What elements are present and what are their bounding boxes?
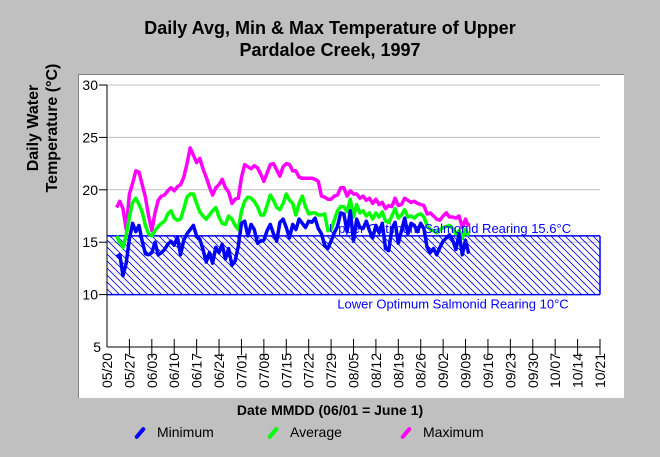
- axes: 5 10 15 20 25 30 05/20 05/27 06/03 06/10 06/17 06/2…: [82, 77, 608, 388]
- lower-optimum-label: Lower Optimum Salmonid Rearing 10°C: [337, 297, 568, 312]
- chart-title-line-1: Daily Avg, Min & Max Temperature of Uppe…: [144, 18, 516, 38]
- y-tick-label-5: 5: [93, 339, 101, 355]
- legend-swatch-maximum: [399, 426, 413, 440]
- x-tick-label-14: 08/26: [413, 353, 429, 388]
- x-tick-label-19: 09/30: [525, 353, 541, 388]
- y-tick-label-20: 20: [82, 182, 98, 198]
- x-tick-label-9: 07/22: [301, 353, 317, 388]
- chart-title-line-2: Pardaloe Creek, 1997: [239, 40, 421, 60]
- x-tick-label-8: 07/15: [278, 353, 294, 388]
- reference-band-labels: Upper Optimum Salmonid Rearing 15.6°C Low…: [329, 221, 571, 312]
- series-line-minimum: [115, 209, 471, 278]
- x-axis-label: Date MMDD (06/01 = June 1): [236, 402, 424, 418]
- legend-item-minimum: Minimum: [133, 424, 214, 440]
- legend-label-average: Average: [290, 424, 342, 440]
- x-tick-label-10: 07/29: [323, 353, 339, 388]
- x-tick-label-15: 09/02: [435, 353, 451, 388]
- x-tick-label-20: 10/07: [547, 353, 563, 388]
- y-tick-label-10: 10: [82, 287, 98, 303]
- legend-swatch-average: [266, 426, 280, 440]
- x-tick-label-2: 06/03: [144, 353, 160, 388]
- x-tick-label-21: 10/14: [570, 353, 586, 388]
- x-tick-label-13: 08/19: [390, 353, 406, 388]
- x-tick-label-17: 09/16: [480, 353, 496, 388]
- x-tick-label-11: 08/05: [346, 353, 362, 388]
- legend-swatch-minimum: [133, 426, 147, 440]
- x-tick-label-12: 08/12: [368, 353, 384, 388]
- series-line-maximum: [115, 146, 471, 233]
- legend: Minimum Average Maximum: [0, 424, 660, 442]
- upper-optimum-label: Upper Optimum Salmonid Rearing 15.6°C: [329, 221, 571, 236]
- x-tick-label-1: 05/27: [121, 353, 137, 388]
- legend-item-maximum: Maximum: [399, 424, 484, 440]
- y-tick-label-25: 25: [82, 129, 98, 145]
- legend-item-average: Average: [266, 424, 342, 440]
- x-tick-label-22: 10/21: [592, 353, 608, 388]
- chart-title: Daily Avg, Min & Max Temperature of Uppe…: [0, 17, 660, 61]
- reference-band: [107, 235, 601, 296]
- x-tick-label-3: 06/10: [166, 353, 182, 388]
- x-tick-label-4: 06/17: [189, 353, 205, 388]
- x-tick-label-7: 07/08: [256, 353, 272, 388]
- y-tick-label-30: 30: [82, 77, 98, 93]
- x-tick-label-16: 09/09: [458, 353, 474, 388]
- x-tick-label-6: 07/01: [234, 353, 250, 388]
- x-tick-label-0: 05/20: [99, 353, 115, 388]
- y-tick-label-15: 15: [82, 234, 98, 250]
- series-lines: [115, 146, 471, 278]
- x-tick-label-18: 09/23: [502, 353, 518, 388]
- series-line-average: [115, 192, 471, 250]
- legend-label-maximum: Maximum: [423, 424, 484, 440]
- legend-label-minimum: Minimum: [157, 424, 214, 440]
- reference-band-hatch: [107, 235, 600, 295]
- x-tick-label-5: 06/24: [211, 353, 227, 388]
